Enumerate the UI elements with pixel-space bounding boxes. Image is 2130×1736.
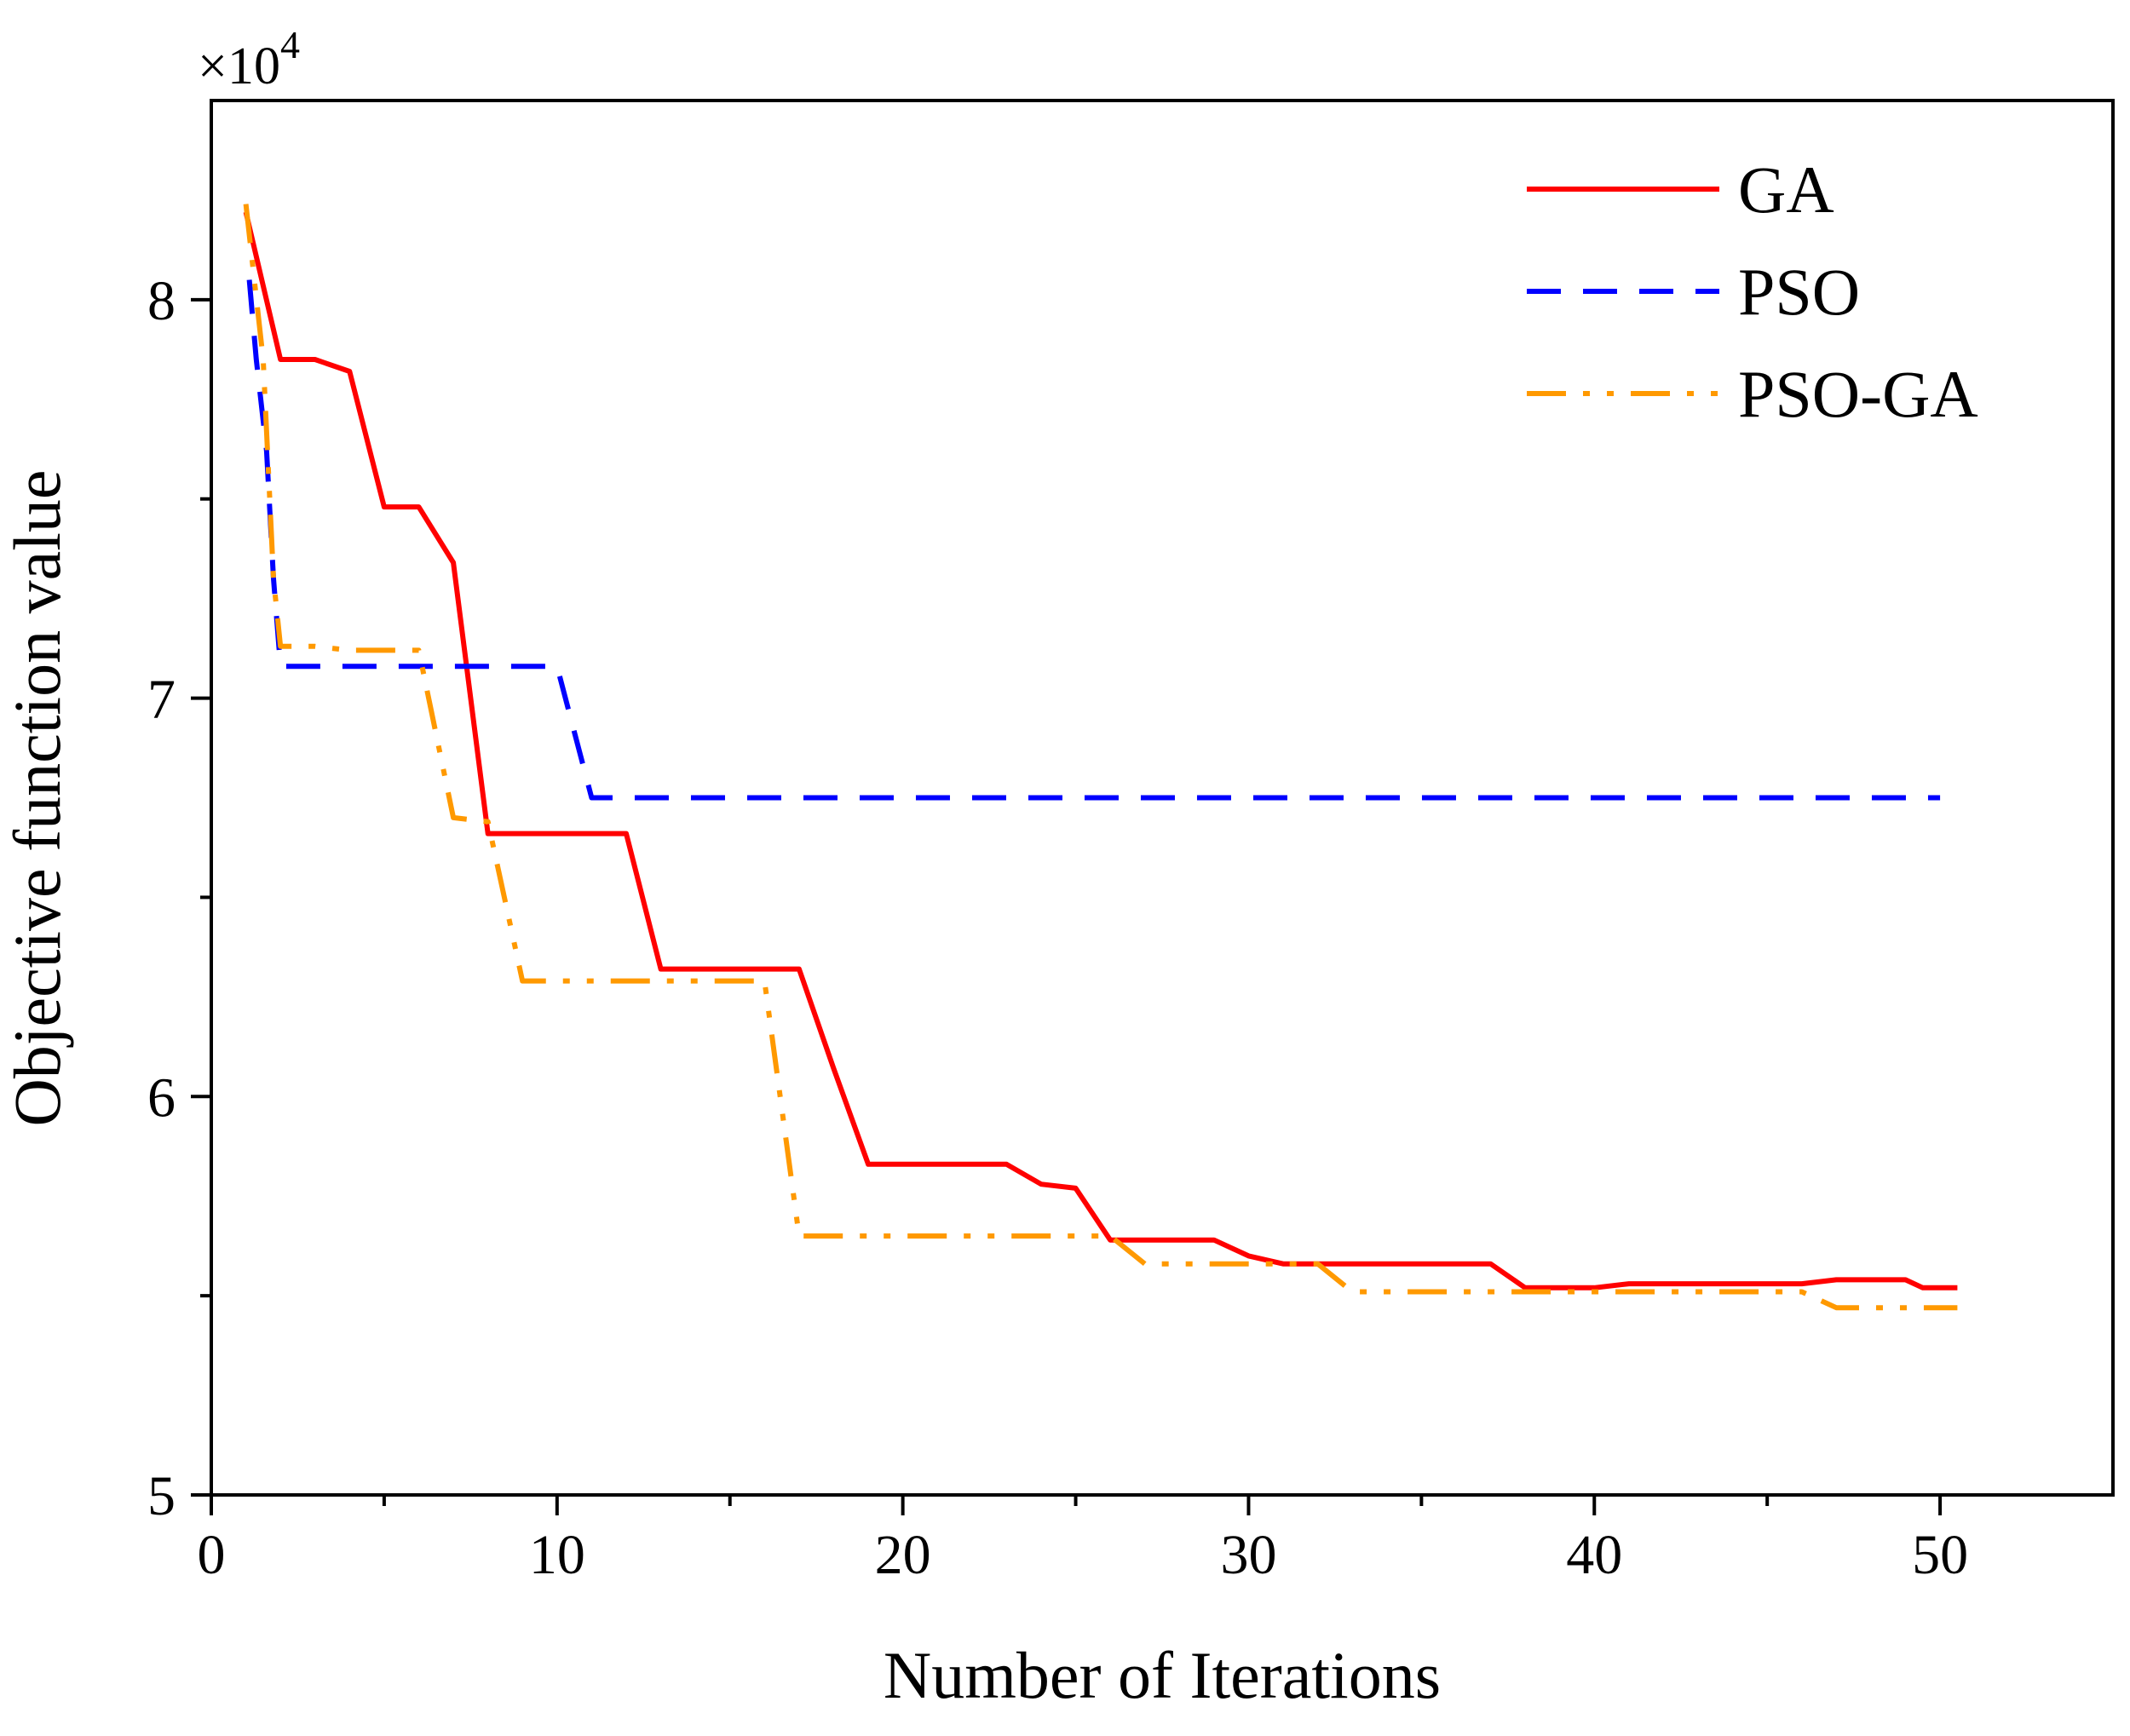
series-line-ga: [243, 211, 1958, 1291]
plot-frame: [210, 99, 2115, 1497]
x-axis-ticks: 0 10 20 30 40 50: [198, 1495, 1968, 1586]
y-tick-label: 5: [147, 1465, 176, 1527]
x-tick-label: 40: [1566, 1524, 1622, 1586]
y-tick-label: 7: [147, 669, 176, 731]
x-axis-title: Number of Iterations: [884, 1638, 1441, 1712]
y-multiplier-exponent: 4: [280, 23, 300, 66]
legend-label-pso-ga: PSO-GA: [1738, 357, 1978, 431]
y-tick-label: 6: [147, 1066, 176, 1129]
y-multiplier-base: ×10: [198, 37, 280, 95]
x-tick-label: 20: [875, 1524, 931, 1586]
series-layer: [243, 204, 1958, 1311]
series-line-pso-ga: [243, 204, 1958, 1311]
x-tick-label: 10: [529, 1524, 585, 1586]
y-multiplier-label: ×104: [198, 23, 300, 95]
x-tick-label: 50: [1912, 1524, 1968, 1586]
legend-label-ga: GA: [1738, 152, 1834, 227]
legend-label-pso: PSO: [1738, 255, 1860, 329]
series-line-pso: [246, 279, 1941, 801]
y-axis-ticks: 5 6 7 8: [147, 270, 211, 1527]
y-tick-label: 8: [147, 270, 176, 332]
legend: GA PSO PSO-GA: [1527, 152, 1978, 431]
x-tick-label: 0: [198, 1524, 226, 1586]
x-tick-label: 30: [1220, 1524, 1276, 1586]
y-axis-title: Objective function value: [0, 469, 74, 1126]
